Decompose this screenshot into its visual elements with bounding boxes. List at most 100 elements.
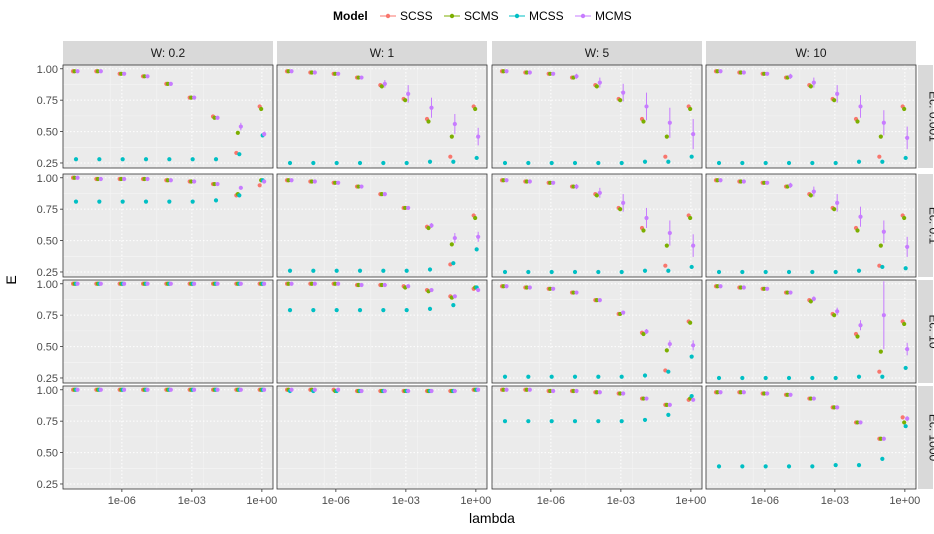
point-mcms (788, 290, 792, 294)
point-mcss (643, 160, 647, 164)
point-scms (879, 349, 883, 353)
point-mcss (787, 270, 791, 274)
point-mcms (406, 389, 410, 393)
point-mcms (429, 288, 433, 292)
point-scms (618, 207, 622, 211)
point-mcms (99, 69, 103, 73)
point-mcms (169, 178, 173, 182)
point-mcss (620, 270, 624, 274)
point-mcss (550, 375, 554, 379)
point-mcss (144, 200, 148, 204)
point-mcms (644, 104, 648, 108)
point-scms (902, 322, 906, 326)
point-mcms (215, 282, 219, 286)
point-mcss (740, 161, 744, 165)
y-tick-label: 0.50 (37, 342, 58, 354)
y-tick-label: 1.00 (37, 279, 58, 291)
y-tick-label: 1.00 (37, 173, 58, 185)
legend-label-mcss: MCSS (529, 9, 564, 23)
x-tick-label: 1e-06 (108, 495, 136, 507)
point-mcms (858, 323, 862, 327)
point-mcms (812, 396, 816, 400)
point-mcms (551, 287, 555, 291)
point-mcms (215, 388, 219, 392)
point-mcms (742, 390, 746, 394)
point-scms (855, 119, 859, 123)
point-scms (688, 321, 692, 325)
point-mcss (620, 419, 624, 423)
legend-key-point (581, 14, 585, 18)
point-mcms (476, 288, 480, 292)
point-mcss (550, 270, 554, 274)
point-mcms (905, 417, 909, 421)
legend-label-scss: SCSS (400, 9, 433, 23)
point-mcms (644, 329, 648, 333)
point-mcss (690, 155, 694, 159)
point-mcss (834, 376, 838, 380)
legend-key-point (450, 14, 454, 18)
point-mcms (691, 243, 695, 247)
point-mcms (504, 69, 508, 73)
point-mcss (764, 161, 768, 165)
point-mcms (336, 388, 340, 392)
point-mcss (311, 308, 315, 312)
point-mcss (787, 376, 791, 380)
point-mcms (742, 70, 746, 74)
point-mcms (765, 287, 769, 291)
point-mcms (453, 389, 457, 393)
x-tick-label: 1e-03 (178, 495, 206, 507)
point-mcms (359, 184, 363, 188)
point-mcss (666, 269, 670, 273)
point-mcms (145, 177, 149, 181)
point-mcss (526, 161, 530, 165)
point-mcss (810, 464, 814, 468)
point-mcss (167, 157, 171, 161)
point-mcss (880, 160, 884, 164)
point-mcss (526, 375, 530, 379)
y-tick-label: 0.50 (37, 448, 58, 460)
point-mcss (857, 463, 861, 467)
point-mcms (858, 420, 862, 424)
panel-background (706, 280, 916, 383)
point-mcss (405, 308, 409, 312)
point-mcss (834, 463, 838, 467)
y-tick-label: 0.25 (37, 373, 58, 385)
point-scms (665, 134, 669, 138)
point-mcss (335, 308, 339, 312)
point-mcms (99, 282, 103, 286)
point-mcss (810, 376, 814, 380)
x-tick-label: 1e-03 (821, 495, 849, 507)
point-mcms (528, 179, 532, 183)
point-scms (641, 228, 645, 232)
point-mcss (405, 269, 409, 273)
point-scss (448, 155, 452, 159)
panel-background (492, 174, 702, 277)
point-mcms (905, 136, 909, 140)
point-scms (473, 216, 477, 220)
point-mcms (145, 282, 149, 286)
point-mcms (598, 298, 602, 302)
point-mcss (503, 161, 507, 165)
point-mcss (451, 261, 455, 265)
y-tick-label: 0.75 (37, 310, 58, 322)
point-mcms (192, 179, 196, 183)
point-mcms (453, 122, 457, 126)
point-scms (665, 243, 669, 247)
point-mcss (690, 355, 694, 359)
point-mcms (551, 72, 555, 76)
point-scms (832, 313, 836, 317)
y-tick-label: 0.75 (37, 204, 58, 216)
point-mcss (880, 457, 884, 461)
point-mcms (668, 121, 672, 125)
facet-strip-col-label: W: 0.2 (151, 46, 186, 60)
point-mcss (857, 375, 861, 379)
point-mcms (75, 282, 79, 286)
point-mcms (313, 388, 317, 392)
panel-background (492, 65, 702, 168)
point-mcms (336, 72, 340, 76)
point-scss (663, 155, 667, 159)
x-tick-label: 1e-03 (392, 495, 420, 507)
point-mcms (336, 282, 340, 286)
point-mcss (381, 161, 385, 165)
point-mcss (620, 161, 624, 165)
